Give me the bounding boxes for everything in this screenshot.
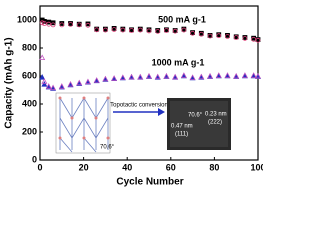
marker <box>224 72 231 78</box>
y-axis-title: Capacity (mAh g-1) <box>4 37 15 128</box>
marker <box>233 35 239 40</box>
marker <box>39 54 46 60</box>
marker <box>50 84 57 91</box>
marker <box>137 73 144 80</box>
y-tick-label: 600 <box>22 70 37 80</box>
inset-arrow <box>113 108 165 116</box>
marker <box>251 36 257 42</box>
y-tick-label: 400 <box>22 98 37 108</box>
marker <box>39 74 46 80</box>
x-tick-label: 60 <box>166 162 176 172</box>
inset-d-spacing: 0.23 nm <box>205 112 227 118</box>
inset-tem-image <box>167 98 231 150</box>
marker <box>39 20 45 26</box>
marker <box>119 74 126 80</box>
marker <box>190 30 196 36</box>
marker <box>189 74 196 80</box>
marker <box>233 72 240 79</box>
marker <box>146 72 152 79</box>
marker <box>58 83 65 89</box>
inset-angle: 70.6° <box>100 145 115 151</box>
x-tick-label: 100 <box>250 162 263 172</box>
marker <box>225 34 230 39</box>
plot-frame <box>39 5 259 161</box>
y-tick-label: 1000 <box>17 14 37 24</box>
marker <box>137 27 143 33</box>
y-tick-label: 0 <box>32 154 37 164</box>
marker <box>45 83 52 89</box>
marker <box>41 21 47 26</box>
marker <box>76 22 82 28</box>
marker <box>163 72 170 79</box>
marker <box>103 27 108 33</box>
marker <box>111 27 117 32</box>
marker <box>128 73 135 80</box>
marker <box>85 22 91 28</box>
x-tick-label: 40 <box>122 162 132 172</box>
marker <box>93 77 100 83</box>
y-tick-label: 800 <box>22 42 37 52</box>
marker <box>146 28 152 34</box>
marker <box>241 72 248 78</box>
marker <box>67 81 74 87</box>
marker <box>250 72 257 78</box>
marker <box>255 37 261 43</box>
marker <box>215 72 222 78</box>
marker <box>180 72 187 78</box>
marker <box>41 81 48 87</box>
marker <box>41 78 48 84</box>
marker <box>255 72 261 79</box>
marker <box>198 73 205 80</box>
y-tick-label: 200 <box>22 126 37 136</box>
marker <box>59 21 65 26</box>
x-tick-label: 20 <box>79 162 89 172</box>
marker <box>154 73 161 80</box>
marker <box>50 22 56 28</box>
marker <box>84 78 91 85</box>
marker <box>198 31 204 37</box>
inset-plane: (222) <box>208 120 222 126</box>
inset-arrow-text: Topotactic conversion <box>110 103 168 109</box>
marker <box>111 75 118 81</box>
marker <box>181 27 187 33</box>
marker <box>129 28 134 33</box>
inset-plane: (111) <box>175 132 188 138</box>
x-tick-label: 80 <box>209 162 219 172</box>
marker <box>68 22 73 27</box>
marker <box>216 33 222 39</box>
marker <box>172 28 178 34</box>
chart: Cycle Number Capacity (mAh g-1) 70.6° To… <box>4 5 263 188</box>
inset-d-spacing: 0.47 nm <box>171 124 193 130</box>
x-tick-label: 0 <box>37 162 42 172</box>
marker <box>85 21 91 27</box>
marker <box>102 75 109 82</box>
marker <box>120 27 126 33</box>
inset-angle: 70.6° <box>188 113 203 119</box>
series-label: 1000 mA g-1 <box>152 57 205 67</box>
marker <box>155 29 161 34</box>
marker <box>76 79 83 86</box>
series-label: 500 mA g-1 <box>158 14 206 24</box>
x-axis-title: Cycle Number <box>116 177 183 188</box>
marker <box>207 33 213 39</box>
marker <box>172 73 179 80</box>
marker <box>242 36 248 41</box>
marker <box>46 21 52 27</box>
marker <box>94 27 100 33</box>
marker <box>164 28 169 33</box>
marker <box>207 72 214 79</box>
marker <box>59 22 65 28</box>
inset-schematic: 70.6° <box>55 92 115 154</box>
